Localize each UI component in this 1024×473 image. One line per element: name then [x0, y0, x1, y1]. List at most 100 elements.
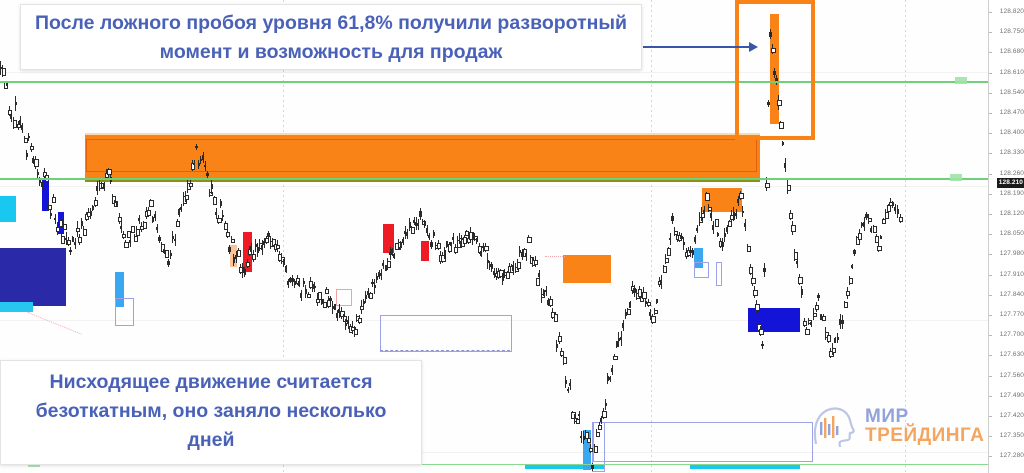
candle-body	[867, 217, 872, 223]
false-breakout-highlight-rectangle[interactable]	[735, 0, 815, 140]
candle-body	[595, 431, 600, 437]
candle-body	[536, 278, 541, 286]
candle-body	[54, 217, 57, 221]
zone-cyan-left-lower[interactable]	[0, 302, 33, 312]
candle-body	[617, 338, 620, 341]
zone-red-hollow[interactable]	[336, 289, 352, 306]
candle-body	[846, 291, 851, 297]
candle-body	[767, 101, 770, 106]
candle-body	[578, 413, 581, 416]
candle-body	[133, 236, 138, 243]
candle-body	[124, 242, 129, 248]
candle-body	[710, 213, 713, 219]
zone-dotted-trendline	[27, 312, 82, 335]
candle-body	[642, 292, 647, 299]
candle-body	[884, 211, 889, 220]
candle-body	[629, 301, 632, 308]
candle-body	[322, 301, 327, 308]
candle-body	[199, 158, 202, 162]
candle-body	[819, 313, 822, 320]
candle-body	[600, 417, 603, 423]
level-tag-support	[950, 174, 962, 181]
candle-body	[0, 66, 2, 69]
candle-body	[714, 219, 719, 228]
candle-body	[810, 321, 813, 325]
candle-body	[254, 243, 257, 247]
zone-cyan-left[interactable]	[0, 196, 16, 222]
candle-body	[593, 446, 598, 453]
zone-lightblue-bottom[interactable]	[583, 430, 591, 470]
candle-body	[527, 236, 532, 244]
candle-body	[896, 208, 899, 214]
candle-body	[779, 122, 784, 129]
candle-body	[12, 120, 17, 128]
zone-red-supply[interactable]	[421, 241, 429, 261]
price-label: 127.770	[999, 311, 1024, 318]
candle-body	[549, 298, 554, 307]
candle-body	[384, 265, 387, 271]
candle-body	[14, 102, 17, 106]
candle-body	[120, 225, 123, 229]
price-label: 127.490	[999, 391, 1024, 399]
candle-body	[94, 200, 99, 206]
price-label: 128.540	[999, 88, 1024, 96]
candle-body	[202, 154, 205, 161]
price-label: 128.120	[999, 210, 1024, 217]
zone-navy-left[interactable]	[0, 248, 66, 306]
candle-body	[34, 159, 39, 168]
candle-body	[707, 207, 712, 212]
level-line-lower[interactable]	[0, 464, 988, 465]
gridline-horizontal	[0, 72, 988, 73]
candle-body	[135, 228, 140, 236]
level-line-support[interactable]	[0, 178, 988, 180]
zone-outline-blue-mid[interactable]	[380, 315, 512, 352]
candle-body	[369, 293, 374, 300]
candle-body	[791, 225, 796, 233]
candle-body	[318, 292, 323, 300]
zone-lightblue-midleft[interactable]	[115, 272, 124, 307]
candle-body	[311, 284, 314, 290]
candle-body	[858, 232, 863, 240]
candle-body	[505, 271, 511, 279]
zone-outline-blue-rightmid[interactable]	[694, 262, 709, 278]
candle-body	[206, 172, 209, 177]
candle-body	[173, 238, 177, 242]
level-line-fib-618[interactable]	[0, 81, 988, 83]
candle-body	[241, 268, 244, 273]
zone-red-supply[interactable]	[383, 224, 394, 253]
candle-body	[490, 264, 493, 270]
candle-body	[569, 382, 572, 387]
candle-body	[267, 232, 270, 238]
candle-body	[584, 431, 589, 440]
candle-body	[371, 281, 374, 285]
candle-body	[165, 249, 170, 258]
candle-body	[96, 185, 99, 191]
candle-body	[213, 197, 218, 206]
price-tick	[989, 274, 992, 276]
price-scale-axis[interactable]: 128.820 128.750 128.680 128.610 128.540 128.4…	[988, 0, 1024, 473]
candle-body	[360, 305, 365, 311]
candle-body	[428, 234, 431, 239]
candle-body	[169, 253, 172, 256]
candle-body	[836, 336, 839, 340]
candle-body	[749, 267, 754, 274]
candle-body	[178, 209, 181, 216]
candle-body	[875, 236, 880, 244]
zone-lightblue-rightmid[interactable]	[694, 248, 703, 268]
candle-body	[637, 289, 643, 297]
zone-demand-orange-mid[interactable]	[563, 255, 611, 283]
candle-body	[284, 266, 288, 272]
zone-outline-blue-midleft[interactable]	[115, 298, 134, 326]
zone-cyan-bottom[interactable]	[690, 464, 800, 469]
candle-body	[501, 276, 504, 282]
candle-body	[606, 376, 609, 382]
zone-outline-blue-bottom[interactable]	[593, 422, 813, 462]
zone-red-supply[interactable]	[243, 232, 252, 272]
zone-cyan-bottom[interactable]	[525, 464, 605, 469]
candle-body	[78, 237, 83, 244]
zone-blue-small[interactable]	[42, 178, 49, 211]
candle-body	[105, 173, 110, 178]
candle-body	[691, 250, 694, 256]
candle-body	[737, 199, 740, 203]
zone-supply-main[interactable]	[85, 133, 760, 182]
